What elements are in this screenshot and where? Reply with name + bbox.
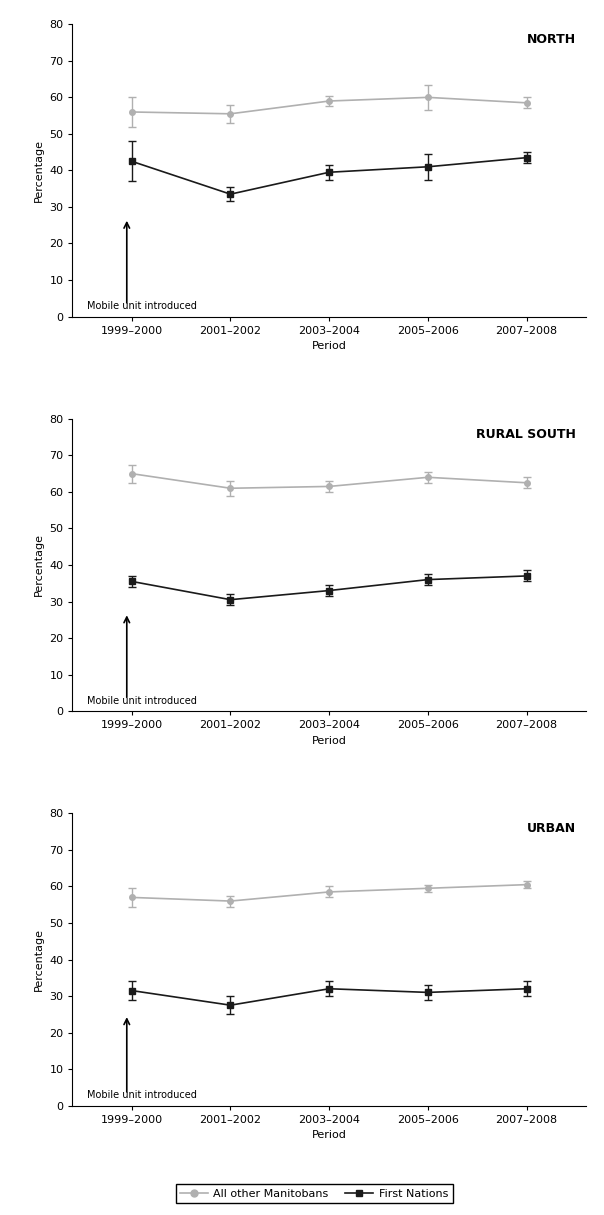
Text: Mobile unit introduced: Mobile unit introduced bbox=[88, 696, 197, 706]
Text: NORTH: NORTH bbox=[527, 33, 576, 46]
Text: Mobile unit introduced: Mobile unit introduced bbox=[88, 301, 197, 311]
Text: RURAL SOUTH: RURAL SOUTH bbox=[476, 428, 576, 441]
Y-axis label: Percentage: Percentage bbox=[34, 533, 43, 597]
X-axis label: Period: Period bbox=[312, 341, 347, 351]
Y-axis label: Percentage: Percentage bbox=[34, 928, 43, 991]
X-axis label: Period: Period bbox=[312, 736, 347, 746]
Text: URBAN: URBAN bbox=[527, 823, 576, 835]
Text: Mobile unit introduced: Mobile unit introduced bbox=[88, 1090, 197, 1100]
X-axis label: Period: Period bbox=[312, 1130, 347, 1140]
Legend: All other Manitobans, First Nations: All other Manitobans, First Nations bbox=[176, 1185, 452, 1203]
Y-axis label: Percentage: Percentage bbox=[34, 139, 43, 202]
